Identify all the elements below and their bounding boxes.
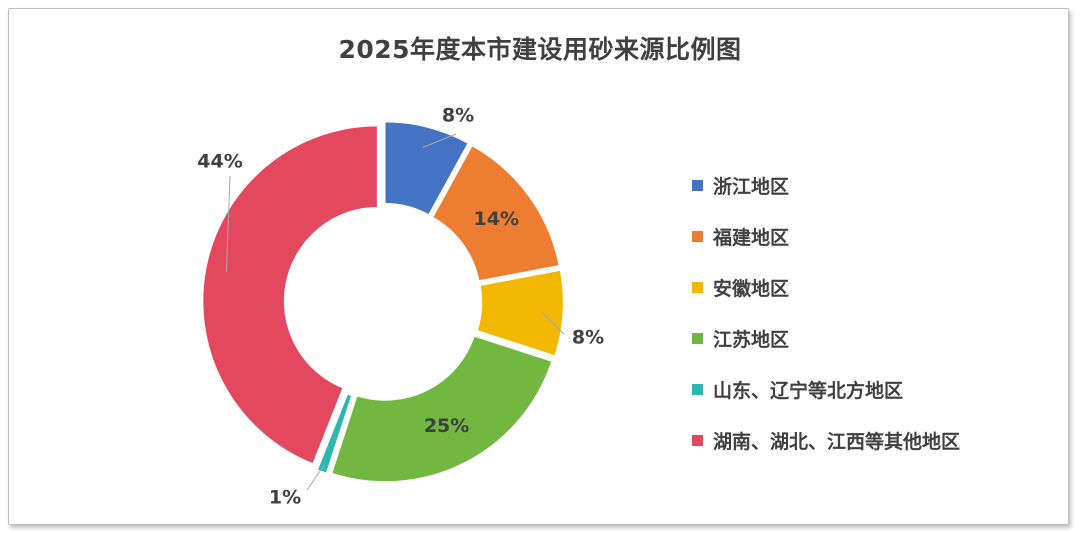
legend-swatch — [692, 180, 703, 191]
chart-legend: 浙江地区福建地区安徽地区江苏地区山东、辽宁等北方地区湖南、湖北、江西等其他地区 — [692, 160, 960, 466]
legend-label: 江苏地区 — [713, 329, 790, 351]
legend-item: 浙江地区 — [692, 160, 960, 211]
data-label-1: 8% — [442, 105, 474, 127]
leader-line-1 — [422, 133, 457, 148]
legend-swatch — [692, 231, 703, 242]
chart-title: 2025年度本市建设用砂来源比例图 — [338, 35, 742, 64]
legend-item: 安徽地区 — [692, 262, 960, 313]
legend-swatch — [692, 384, 703, 395]
donut-slice-1 — [382, 119, 471, 218]
legend-swatch — [692, 435, 703, 446]
donut-slice-4 — [329, 333, 555, 484]
donut-slice-2 — [430, 143, 562, 284]
legend-swatch — [692, 333, 703, 344]
data-label-4: 25% — [424, 415, 469, 437]
leader-line-5 — [306, 464, 325, 491]
data-label-6: 44% — [197, 151, 242, 173]
legend-item: 湖南、湖北、江西等其他地区 — [692, 415, 960, 466]
legend-label: 福建地区 — [713, 227, 790, 249]
data-label-3: 8% — [572, 327, 604, 349]
legend-label: 安徽地区 — [713, 278, 790, 300]
donut-slice-6 — [200, 123, 380, 467]
leader-line-6 — [225, 175, 231, 273]
legend-item: 山东、辽宁等北方地区 — [692, 364, 960, 415]
legend-label: 山东、辽宁等北方地区 — [713, 380, 904, 402]
donut-slice-5 — [314, 391, 355, 476]
legend-swatch — [692, 282, 703, 293]
legend-label: 浙江地区 — [713, 176, 790, 198]
data-label-2: 14% — [474, 208, 519, 230]
legend-label: 湖南、湖北、江西等其他地区 — [713, 431, 961, 453]
donut-slice-3 — [474, 267, 566, 359]
leader-line-3 — [541, 311, 565, 335]
data-label-5: 1% — [269, 487, 301, 509]
legend-item: 江苏地区 — [692, 313, 960, 364]
legend-item: 福建地区 — [692, 211, 960, 262]
